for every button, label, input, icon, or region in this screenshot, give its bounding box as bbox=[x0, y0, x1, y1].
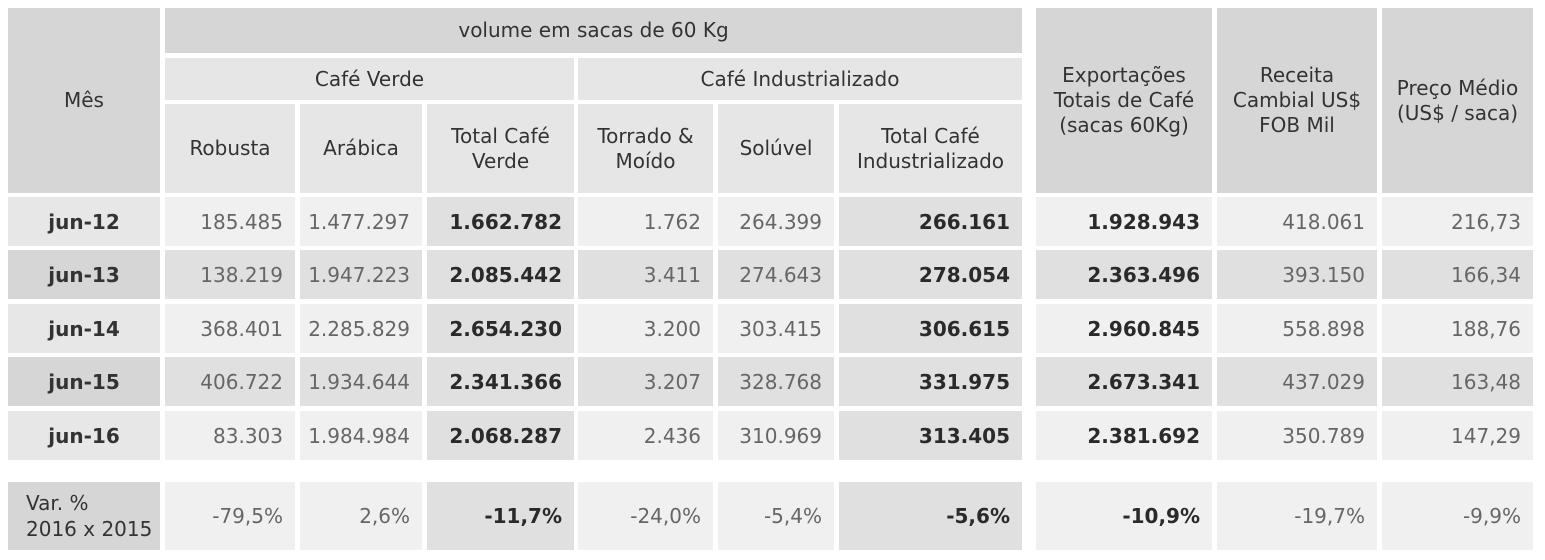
cell-soluvel: 328.768 bbox=[718, 357, 834, 406]
cell-soluvel: 303.415 bbox=[718, 304, 834, 353]
variation-label-line1: Var. % bbox=[26, 491, 89, 515]
cell-exportacoes: 1.928.943 bbox=[1036, 197, 1212, 246]
cell-torrado: 3.411 bbox=[578, 250, 713, 299]
cell-total-verde: 1.662.782 bbox=[427, 197, 574, 246]
cell-exportacoes: 2.673.341 bbox=[1036, 357, 1212, 406]
cell-preco: 216,73 bbox=[1382, 197, 1533, 246]
cell-preco: 188,76 bbox=[1382, 304, 1533, 353]
cell-soluvel: 274.643 bbox=[718, 250, 834, 299]
variation-torrado: -24,0% bbox=[578, 482, 713, 550]
cell-exportacoes: 2.381.692 bbox=[1036, 411, 1212, 460]
cell-total-industrializado: 331.975 bbox=[839, 357, 1022, 406]
cell-torrado: 2.436 bbox=[578, 411, 713, 460]
cell-robusta: 138.219 bbox=[165, 250, 295, 299]
cell-arabica: 1.984.984 bbox=[300, 411, 422, 460]
cell-receita: 418.061 bbox=[1217, 197, 1377, 246]
cell-arabica: 1.477.297 bbox=[300, 197, 422, 246]
header-mes: Mês bbox=[8, 8, 160, 193]
variation-robusta: -79,5% bbox=[165, 482, 295, 550]
cell-total-industrializado: 278.054 bbox=[839, 250, 1022, 299]
variation-soluvel: -5,4% bbox=[718, 482, 834, 550]
header-cafe-industrializado: Café Industrializado bbox=[578, 58, 1022, 100]
cell-total-industrializado: 266.161 bbox=[839, 197, 1022, 246]
cell-month: jun-12 bbox=[8, 197, 160, 246]
cell-torrado: 3.207 bbox=[578, 357, 713, 406]
cell-robusta: 406.722 bbox=[165, 357, 295, 406]
cell-total-verde: 2.341.366 bbox=[427, 357, 574, 406]
cell-robusta: 185.485 bbox=[165, 197, 295, 246]
variation-arabica: 2,6% bbox=[300, 482, 422, 550]
header-torrado: Torrado & Moído bbox=[578, 104, 713, 193]
header-arabica: Arábica bbox=[300, 104, 422, 193]
cell-torrado: 1.762 bbox=[578, 197, 713, 246]
header-total-verde: Total Café Verde bbox=[427, 104, 574, 193]
cell-soluvel: 310.969 bbox=[718, 411, 834, 460]
cell-month: jun-15 bbox=[8, 357, 160, 406]
cell-receita: 558.898 bbox=[1217, 304, 1377, 353]
header-soluvel: Solúvel bbox=[718, 104, 834, 193]
cell-receita: 350.789 bbox=[1217, 411, 1377, 460]
cell-total-verde: 2.068.287 bbox=[427, 411, 574, 460]
cell-exportacoes: 2.363.496 bbox=[1036, 250, 1212, 299]
cell-exportacoes: 2.960.845 bbox=[1036, 304, 1212, 353]
cell-arabica: 1.947.223 bbox=[300, 250, 422, 299]
cell-total-industrializado: 313.405 bbox=[839, 411, 1022, 460]
header-total-industrializado: Total Café Industrializado bbox=[839, 104, 1022, 193]
cell-total-verde: 2.085.442 bbox=[427, 250, 574, 299]
header-robusta: Robusta bbox=[165, 104, 295, 193]
cell-robusta: 368.401 bbox=[165, 304, 295, 353]
variation-label-line2: 2016 x 2015 bbox=[26, 517, 153, 541]
header-preco: Preço Médio (US$ / saca) bbox=[1382, 8, 1533, 193]
cell-receita: 393.150 bbox=[1217, 250, 1377, 299]
header-exportacoes: Exportações Totais de Café (sacas 60Kg) bbox=[1036, 8, 1212, 193]
cell-arabica: 1.934.644 bbox=[300, 357, 422, 406]
variation-total-industrializado: -5,6% bbox=[839, 482, 1022, 550]
cell-total-verde: 2.654.230 bbox=[427, 304, 574, 353]
cell-total-industrializado: 306.615 bbox=[839, 304, 1022, 353]
header-volume: volume em sacas de 60 Kg bbox=[165, 8, 1022, 53]
cell-arabica: 2.285.829 bbox=[300, 304, 422, 353]
variation-total-verde: -11,7% bbox=[427, 482, 574, 550]
cell-preco: 166,34 bbox=[1382, 250, 1533, 299]
cell-preco: 147,29 bbox=[1382, 411, 1533, 460]
header-receita: Receita Cambial US$ FOB Mil bbox=[1217, 8, 1377, 193]
cell-soluvel: 264.399 bbox=[718, 197, 834, 246]
variation-preco: -9,9% bbox=[1382, 482, 1533, 550]
variation-receita: -19,7% bbox=[1217, 482, 1377, 550]
variation-label: Var. % 2016 x 2015 bbox=[8, 482, 160, 550]
cell-preco: 163,48 bbox=[1382, 357, 1533, 406]
cell-month: jun-13 bbox=[8, 250, 160, 299]
cell-robusta: 83.303 bbox=[165, 411, 295, 460]
cell-month: jun-16 bbox=[8, 411, 160, 460]
cell-torrado: 3.200 bbox=[578, 304, 713, 353]
cell-receita: 437.029 bbox=[1217, 357, 1377, 406]
header-cafe-verde: Café Verde bbox=[165, 58, 574, 100]
cell-month: jun-14 bbox=[8, 304, 160, 353]
variation-exportacoes: -10,9% bbox=[1036, 482, 1212, 550]
